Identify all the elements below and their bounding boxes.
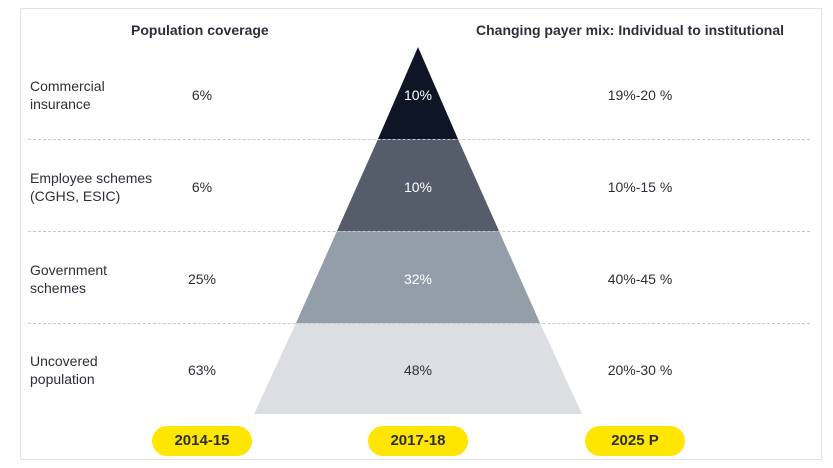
label-line: Uncovered — [30, 353, 98, 369]
label-line: Commercial — [30, 78, 105, 94]
year-badge-2025p: 2025 P — [585, 426, 685, 456]
row-label-employee-schemes: Employee schemes (CGHS, ESIC) — [30, 169, 170, 205]
coverage-value: 6% — [191, 179, 213, 195]
row-label-government-schemes: Government schemes — [30, 261, 170, 297]
row-label-commercial: Commercial insurance — [30, 77, 170, 113]
pyramid-tier-uncovered — [254, 323, 582, 414]
label-line: Employee schemes — [30, 170, 153, 186]
label-line: (CGHS, ESIC) — [30, 188, 121, 204]
row-divider — [28, 139, 810, 140]
pyramid-tier-government — [296, 231, 540, 323]
pyramid-tier-employee — [337, 139, 499, 231]
label-line: population — [30, 371, 95, 387]
share-2017-value: 10% — [403, 179, 433, 195]
share-2025-value: 10%-15 % — [607, 179, 673, 195]
row-divider — [28, 323, 810, 324]
year-badge-2014-15: 2014-15 — [152, 426, 252, 456]
label-line: insurance — [30, 96, 91, 112]
share-2017-value: 10% — [403, 87, 433, 103]
share-2025-value: 20%-30 % — [607, 362, 673, 378]
coverage-value: 25% — [187, 271, 217, 287]
payer-mix-header: Changing payer mix: Individual to instit… — [476, 22, 785, 38]
year-badge-2017-18: 2017-18 — [368, 426, 468, 456]
coverage-header: Population coverage — [131, 22, 269, 38]
row-divider — [28, 231, 810, 232]
row-label-uncovered-population: Uncovered population — [30, 352, 170, 388]
diagram-frame — [20, 8, 822, 460]
share-2025-value: 40%-45 % — [607, 271, 673, 287]
share-2025-value: 19%-20 % — [607, 87, 673, 103]
coverage-value: 6% — [191, 87, 213, 103]
label-line: Government — [30, 262, 108, 278]
share-2017-value: 32% — [403, 271, 433, 287]
label-line: schemes — [30, 280, 87, 296]
pyramid-tier-commercial — [378, 47, 458, 139]
share-2017-value: 48% — [403, 362, 433, 378]
coverage-value: 63% — [187, 362, 217, 378]
